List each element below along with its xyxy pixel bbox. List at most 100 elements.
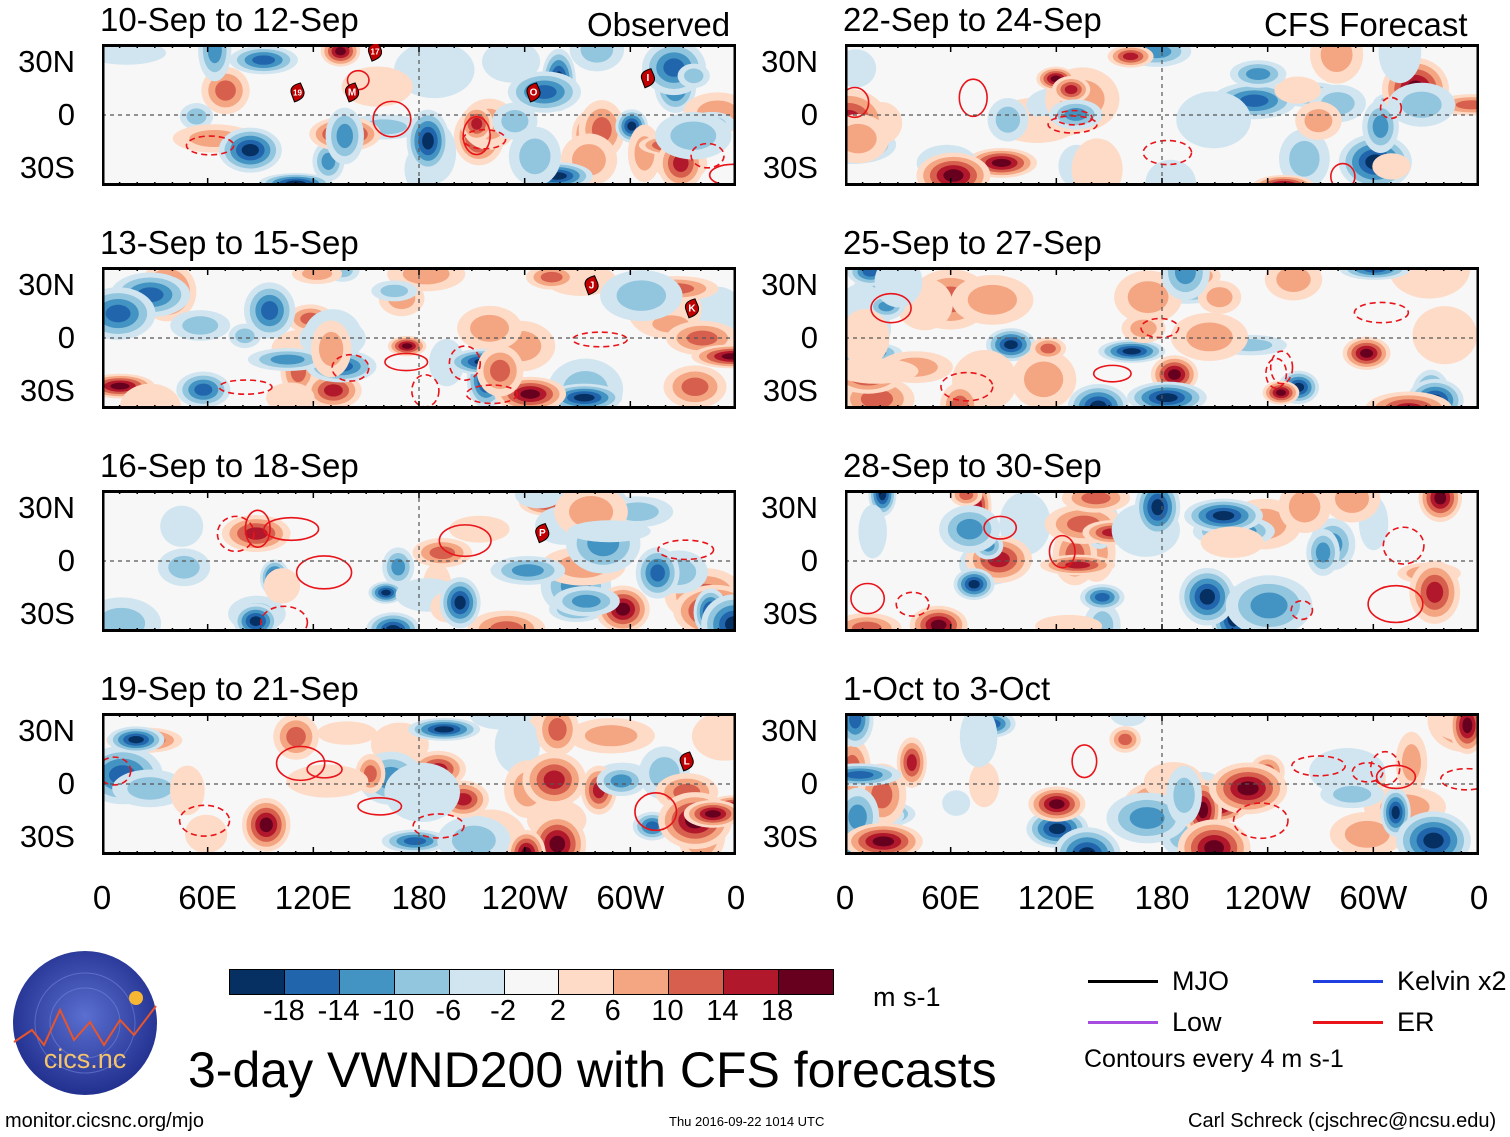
anomaly-blob [645, 821, 659, 831]
anomaly-blob [858, 504, 887, 559]
colorbar-swatch [503, 970, 559, 994]
anomaly-blob [1315, 542, 1331, 563]
lat-tick-label: 30S [19, 150, 75, 186]
er-contour [218, 379, 273, 395]
lon-tick-label: 60W [1339, 879, 1408, 916]
anomaly-blob [215, 80, 236, 101]
anomaly-blob [871, 781, 893, 809]
anomaly-blob [470, 314, 509, 342]
lat-tick-label: 0 [57, 543, 75, 578]
panel-title: 1-Oct to 3-Oct [843, 670, 1051, 707]
anomaly-blob [704, 810, 721, 818]
lon-tick-label: 120E [274, 879, 352, 916]
anomaly-blob [1048, 823, 1066, 835]
lat-tick-label: 0 [57, 766, 75, 801]
er-contour [1353, 301, 1410, 324]
anomaly-blob [428, 338, 465, 387]
er-contour [448, 345, 482, 381]
anomaly-blob [956, 518, 983, 540]
colorbar-tick-label: -2 [490, 995, 516, 1027]
tropical-cyclone-icon: O [526, 82, 541, 103]
anomaly-blob [845, 49, 877, 88]
anomaly-blob [1372, 153, 1411, 180]
er-contour [1092, 364, 1132, 383]
anomaly-blob [1206, 287, 1233, 308]
colorbar-tick-label: 18 [761, 995, 794, 1027]
anomaly-blob [906, 754, 917, 771]
anomaly-blob [235, 328, 255, 344]
anomaly-blob [511, 564, 544, 577]
er-contour [1232, 802, 1289, 840]
lon-tick-label: 0 [92, 879, 112, 916]
anomaly-blob [650, 564, 665, 582]
anomaly-blob [540, 271, 563, 283]
tropical-cyclone-icon: I [640, 68, 656, 89]
er-contour [295, 555, 353, 590]
er-contour [216, 515, 255, 553]
colorbar-swatch [558, 970, 614, 994]
anomaly-blob [1071, 138, 1123, 186]
anomaly-blob [1288, 490, 1321, 523]
map-panel [845, 267, 1479, 409]
anomaly-blob [341, 66, 413, 107]
units-label: m s-1 [873, 982, 941, 1012]
anomaly-blob [1199, 588, 1215, 605]
anomaly-blob [184, 814, 228, 854]
er-contour [178, 804, 231, 837]
lon-tick-label: 120W [1224, 879, 1311, 916]
er-contour [657, 539, 715, 561]
anomaly-blob [186, 108, 207, 125]
anomaly-blob [429, 546, 456, 560]
anomaly-field [845, 490, 1463, 632]
lat-tick-label: 30N [18, 712, 75, 748]
er-contour [690, 142, 725, 169]
anomaly-blob [1110, 713, 1147, 727]
panel-title: 10-Sep to 12-Sep [100, 1, 359, 38]
er-contour [462, 128, 507, 150]
colorbar-tick-label: 2 [549, 995, 566, 1027]
storm-label: K [688, 303, 696, 314]
anomaly-blob [321, 152, 336, 170]
er-contour [870, 292, 912, 324]
map-panel: P [102, 490, 736, 632]
lat-tick-label: 30S [762, 596, 818, 632]
anomaly-blob [1130, 319, 1157, 338]
lat-tick-label: 30N [18, 43, 75, 79]
anomaly-blob [573, 393, 595, 402]
anomaly-blob [1064, 107, 1088, 121]
anomaly-blob [848, 804, 867, 830]
colorbar-swatch [230, 970, 284, 994]
lat-tick-label: 30N [761, 266, 818, 302]
anomaly-blob [194, 383, 213, 396]
er-contour [1071, 744, 1098, 779]
er-contour [412, 813, 465, 839]
er-contour [958, 78, 988, 118]
anomaly-blob [968, 579, 980, 589]
anomaly-blob [470, 713, 532, 730]
anomaly-blob [244, 527, 268, 540]
anomaly-blob [1372, 115, 1389, 138]
anomaly-blob [1304, 109, 1333, 133]
colorbar-swatch [393, 970, 449, 994]
anomaly-blob [1200, 526, 1264, 558]
anomaly-blob [1024, 361, 1064, 398]
anomaly-blob [170, 765, 205, 816]
anomaly-blob [930, 619, 947, 631]
anomaly-field [102, 44, 736, 186]
anomaly-blob [627, 121, 637, 131]
anomaly-blob [1388, 267, 1471, 299]
er-contour [102, 756, 132, 786]
anomaly-blob [571, 594, 601, 608]
colorbar-swatch [448, 970, 504, 994]
anomaly-blob [102, 607, 146, 632]
legend-line-kelvin-x2 [1313, 980, 1383, 983]
lon-tick-label: 0 [835, 879, 855, 916]
footer-url[interactable]: monitor.cicsnc.org/mjo [5, 1110, 204, 1132]
lon-tick-label: 120W [481, 879, 568, 916]
panel-title: 28-Sep to 30-Sep [843, 447, 1102, 484]
anomaly-blob [1186, 322, 1233, 352]
er-contour [845, 86, 870, 119]
anomaly-blob [967, 284, 1017, 315]
anomaly-blob [110, 382, 130, 390]
storm-label: I [647, 73, 650, 84]
